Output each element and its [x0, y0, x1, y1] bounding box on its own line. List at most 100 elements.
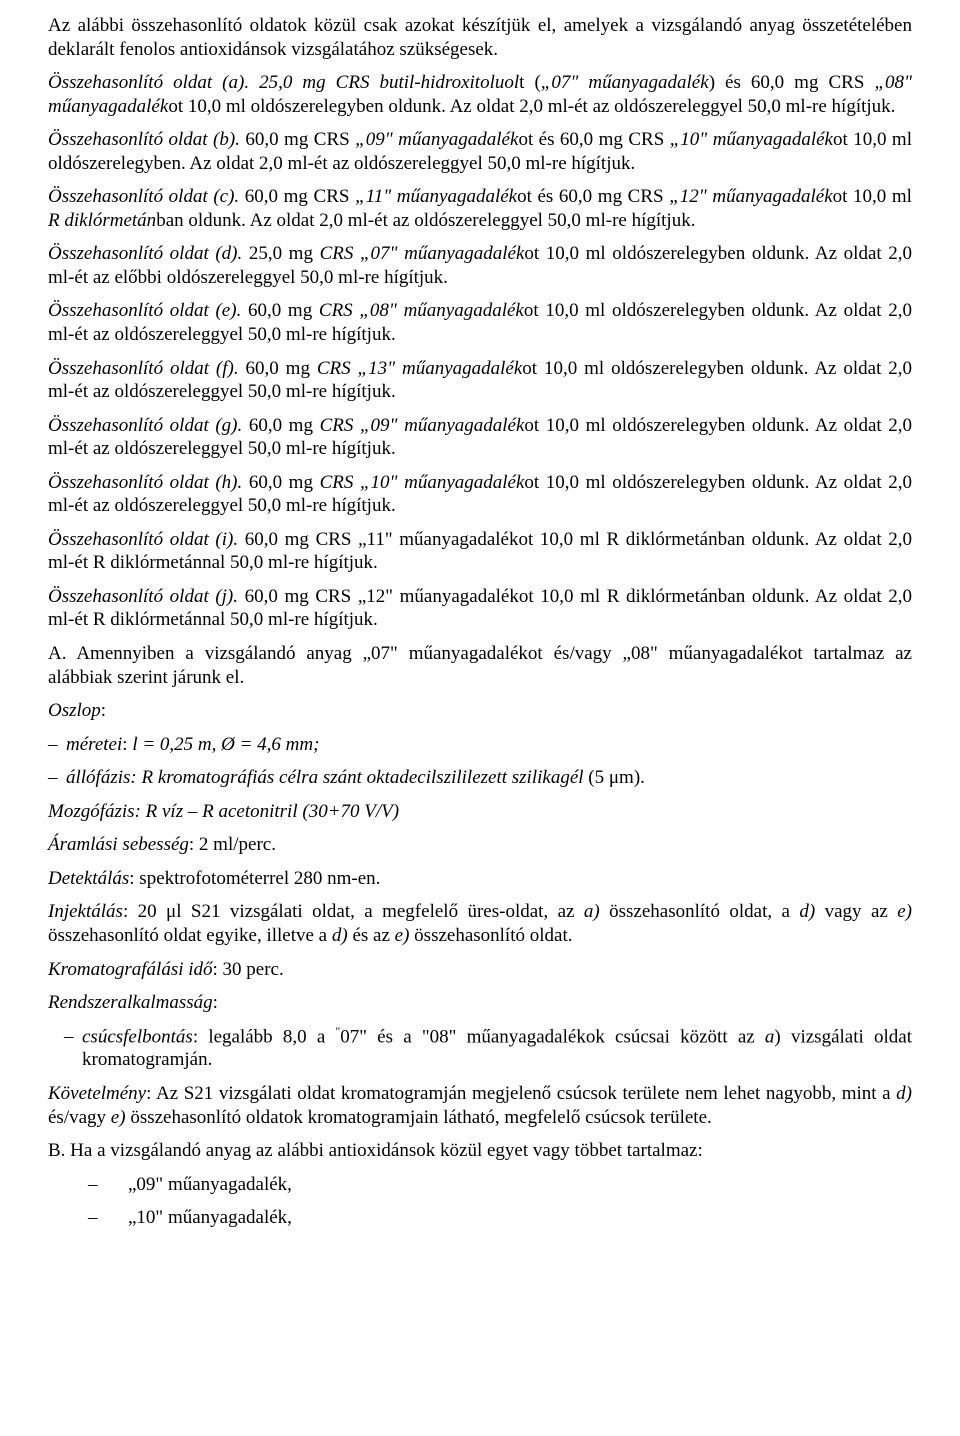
- seg-d-1p: 25,0 mg: [242, 243, 319, 264]
- dash-icon: –: [64, 1025, 82, 1072]
- seg-a-2p: ) és 60,0 mg CRS: [709, 72, 875, 93]
- aramlasi-sebesseg: Áramlási sebesség: 2 ml/perc.: [48, 833, 912, 857]
- dash-icon: –: [88, 1173, 128, 1197]
- inj-d: d): [799, 901, 815, 922]
- inj-6: összehasonlító oldat.: [409, 925, 572, 946]
- oszlop-label-it: Oszlop: [48, 700, 101, 721]
- seg-g-1p: 60,0 mg: [242, 415, 319, 436]
- seg-b-1p: 60,0 mg CRS: [240, 129, 355, 150]
- meretei-lbl: méretei: [66, 734, 122, 755]
- seg-c-2i: „12" műanyagadalék: [669, 186, 832, 207]
- paragraph-f: Összehasonlító oldat (f). 60,0 mg CRS „1…: [48, 357, 912, 404]
- paragraph-c: Összehasonlító oldat (c). 60,0 mg CRS „1…: [48, 185, 912, 232]
- detektalas: Detektálás: spektrofotométerrel 280 nm-e…: [48, 867, 912, 891]
- lead-a: Összehasonlító oldat (a).: [48, 72, 249, 93]
- kovetelmeny: Követelmény: Az S21 vizsgálati oldat kro…: [48, 1082, 912, 1129]
- seg-c-3p: ot 10,0 ml: [833, 186, 912, 207]
- seg-c-2p: ot és 60,0 mg CRS: [517, 186, 669, 207]
- seg-c-4p: ban oldunk. Az oldat 2,0 ml-ét az oldósz…: [156, 210, 695, 231]
- csucs-lbl: csúcsfelbontás: [82, 1026, 193, 1047]
- seg-a-1i: 25,0 mg CRS butil-hidroxitoluol: [249, 72, 519, 93]
- lead-j: Összehasonlító oldat (j).: [48, 586, 238, 607]
- list-item-09-text: „09" műanyagadalék,: [128, 1173, 912, 1197]
- kov-1: : Az S21 vizsgálati oldat kromatogramján…: [146, 1083, 896, 1104]
- kov-e: e): [111, 1107, 126, 1128]
- mozgofazis: Mozgófázis: R víz – R acetonitril (30+70…: [48, 800, 912, 824]
- kromido-lbl: Kromatografálási idő: [48, 959, 213, 980]
- paragraph-d: Összehasonlító oldat (d). 25,0 mg CRS „0…: [48, 242, 912, 289]
- detekt-lbl: Detektálás: [48, 868, 129, 889]
- kromatografalas-ido: Kromatografálási idő: 30 perc.: [48, 958, 912, 982]
- paragraph-a: Összehasonlító oldat (a). 25,0 mg CRS bu…: [48, 71, 912, 118]
- rendszer-lbl: Rendszeralkalmasság: [48, 992, 213, 1013]
- inj-2: összehasonlító oldat, a: [600, 901, 800, 922]
- injektalas: Injektálás: 20 μl S21 vizsgálati oldat, …: [48, 900, 912, 947]
- kov-lbl: Követelmény: [48, 1083, 146, 1104]
- inj-d2: d): [332, 925, 348, 946]
- seg-h-1p: 60,0 mg: [242, 472, 319, 493]
- csucs-a1: 07" és a "08" műanyagadalékok csúcsai kö…: [340, 1026, 765, 1047]
- bullet-meretei-text: méretei: l = 0,25 m, Ø = 4,6 mm;: [66, 733, 912, 757]
- csucs-1: : legalább 8,0 a: [193, 1026, 336, 1047]
- lead-b: Összehasonlító oldat (b).: [48, 129, 240, 150]
- seg-a-1p: t (: [519, 72, 541, 93]
- csucs-a: a: [765, 1026, 775, 1047]
- meretei-colon: :: [122, 734, 132, 755]
- rendszeralkalmassag: Rendszeralkalmasság:: [48, 991, 912, 1015]
- paragraph-section-a: A. Amennyiben a vizsgálandó anyag „07" m…: [48, 642, 912, 689]
- paragraph-j: Összehasonlító oldat (j). 60,0 mg CRS „1…: [48, 585, 912, 632]
- allofazis-it: állófázis: R kromatográfiás célra szánt …: [66, 767, 584, 788]
- oszlop-label: Oszlop:: [48, 699, 912, 723]
- bullet-allofazis-text: állófázis: R kromatográfiás célra szánt …: [66, 766, 912, 790]
- inj-4: összehasonlító oldat egyike, illetve a: [48, 925, 332, 946]
- kromido-rest: : 30 perc.: [213, 959, 284, 980]
- aramlas-lbl: Áramlási sebesség: [48, 834, 189, 855]
- csucs-text: csúcsfelbontás: legalább 8,0 a "07" és a…: [82, 1025, 912, 1072]
- seg-a-3p: ot 10,0 ml oldószerelegyben oldunk. Az o…: [168, 96, 895, 117]
- paragraph-h: Összehasonlító oldat (h). 60,0 mg CRS „1…: [48, 471, 912, 518]
- kov-3: összehasonlító oldatok kromatogramjain l…: [126, 1107, 712, 1128]
- bullet-meretei: – méretei: l = 0,25 m, Ø = 4,6 mm;: [48, 733, 912, 757]
- list-item-09: – „09" műanyagadalék,: [48, 1173, 912, 1197]
- dash-icon: –: [48, 733, 66, 757]
- bullet-allofazis: – állófázis: R kromatográfiás célra szán…: [48, 766, 912, 790]
- bullet-csucsfelbontas: – csúcsfelbontás: legalább 8,0 a "07" és…: [48, 1025, 912, 1072]
- paragraph-section-b: B. Ha a vizsgálandó anyag az alábbi anti…: [48, 1139, 912, 1163]
- allofazis-tail: (5 μm).: [584, 767, 645, 788]
- lead-f: Összehasonlító oldat (f).: [48, 358, 239, 379]
- lead-i: Összehasonlító oldat (i).: [48, 529, 238, 550]
- kov-d: d): [896, 1083, 912, 1104]
- paragraph-b: Összehasonlító oldat (b). 60,0 mg CRS „0…: [48, 128, 912, 175]
- inj-1: : 20 μl S21 vizsgálati oldat, a megfelel…: [123, 901, 584, 922]
- dash-icon: –: [88, 1206, 128, 1230]
- seg-e-1i: CRS „08" műanyagadalék: [319, 300, 524, 321]
- seg-e-1p: 60,0 mg: [241, 300, 319, 321]
- inj-5: és az: [348, 925, 395, 946]
- seg-g-1i: CRS „09" műanyagadalék: [320, 415, 525, 436]
- list-item-10-text: „10" műanyagadalék,: [128, 1206, 912, 1230]
- seg-c-3i: R diklórmetán: [48, 210, 156, 231]
- lead-h: Összehasonlító oldat (h).: [48, 472, 242, 493]
- paragraph-i: Összehasonlító oldat (i). 60,0 mg CRS „1…: [48, 528, 912, 575]
- seg-b-2p: ot és 60,0 mg CRS: [518, 129, 669, 150]
- list-item-10: – „10" műanyagadalék,: [48, 1206, 912, 1230]
- seg-h-1i: CRS „10" műanyagadalék: [320, 472, 525, 493]
- lead-e: Összehasonlító oldat (e).: [48, 300, 241, 321]
- lead-d: Összehasonlító oldat (d).: [48, 243, 242, 264]
- aramlas-rest: : 2 ml/perc.: [189, 834, 276, 855]
- seg-a-2i: „07" műanyagadalék: [541, 72, 709, 93]
- inj-a: a): [584, 901, 600, 922]
- paragraph-intro: Az alábbi összehasonlító oldatok közül c…: [48, 14, 912, 61]
- document-page: Az alábbi összehasonlító oldatok közül c…: [0, 0, 960, 1436]
- seg-c-1p: 60,0 mg CRS: [239, 186, 355, 207]
- seg-f-1p: 60,0 mg: [239, 358, 317, 379]
- oszlop-colon: :: [101, 700, 106, 721]
- lead-g: Összehasonlító oldat (g).: [48, 415, 242, 436]
- lead-c: Összehasonlító oldat (c).: [48, 186, 239, 207]
- seg-b-2i: „10" műanyagadalék: [670, 129, 833, 150]
- inj-3: vagy az: [815, 901, 897, 922]
- seg-c-1i: „11" műanyagadalék: [355, 186, 517, 207]
- meretei-rest: = 0,25 m, Ø = 4,6 mm;: [138, 734, 320, 755]
- paragraph-e: Összehasonlító oldat (e). 60,0 mg CRS „0…: [48, 299, 912, 346]
- kov-2: és/vagy: [48, 1107, 111, 1128]
